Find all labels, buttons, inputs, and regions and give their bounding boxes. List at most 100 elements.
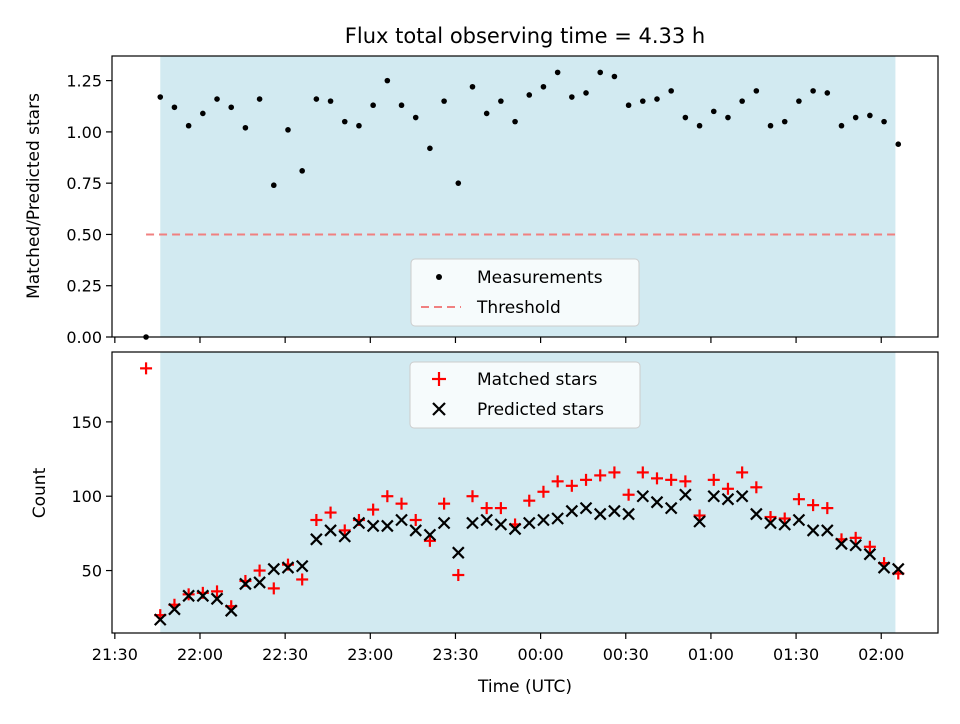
measurement-point [767, 122, 774, 129]
measurement-point [895, 141, 902, 147]
matched-star-point [580, 473, 593, 486]
bottom-y-tick-label: 100 [71, 487, 102, 506]
predicted-star-point [508, 522, 522, 536]
measurement-point [469, 83, 476, 90]
predicted-star-point [466, 516, 479, 530]
legend-matched-label: Matched stars [477, 370, 597, 390]
predicted-star-stroke [295, 559, 309, 573]
predicted-star-point [310, 533, 323, 546]
predicted-star-point [891, 562, 905, 576]
matched-star-point [310, 514, 323, 527]
predicted-star-stroke [792, 513, 806, 527]
predicted-star-stroke [579, 501, 593, 515]
bottom-y-axis-ticks: 50 100 150 [71, 413, 112, 581]
predicted-star-stroke [679, 488, 692, 502]
predicted-star-stroke [764, 516, 777, 530]
measurement-point [214, 96, 220, 102]
bottom-y-axis-label: Count [30, 467, 50, 518]
measurement-point [341, 118, 348, 125]
matched-star-point [849, 531, 862, 544]
measurement-point [710, 108, 717, 115]
predicted-star-point [835, 537, 848, 551]
predicted-star-point [182, 589, 195, 603]
matched-star-point [211, 585, 224, 598]
predicted-star-stroke [891, 562, 905, 576]
predicted-star-point [792, 513, 806, 527]
predicted-star-stroke [239, 577, 252, 591]
predicted-star-stroke [849, 539, 862, 552]
bottom-y-tick-label: 50 [82, 562, 102, 581]
predicted-star-point [295, 559, 309, 573]
matched-star-point [395, 497, 408, 510]
predicted-star-point [608, 504, 621, 518]
matched-star-point [665, 473, 678, 486]
measurement-point [270, 182, 277, 189]
measurement-point [427, 145, 433, 152]
matched-star-point [480, 502, 493, 515]
top-y-tick-label: 0.50 [66, 225, 102, 244]
bottom-x-tick-label: 00:00 [518, 645, 564, 664]
top-y-axis-label: Matched/Predicted stars [24, 93, 44, 299]
predicted-star-point [593, 507, 607, 521]
measurement-point [299, 168, 305, 174]
measurement-point [327, 98, 334, 104]
predicted-star-point [849, 539, 862, 552]
predicted-star-stroke [480, 513, 493, 527]
predicted-star-point [622, 507, 635, 521]
predicted-star-point [821, 524, 834, 537]
chart-title: Flux total observing time = 4.33 h [345, 24, 705, 48]
measurement-point [796, 98, 802, 104]
predicted-star-point [224, 604, 238, 617]
matched-star-point [267, 582, 280, 595]
predicted-star-stroke [650, 495, 664, 509]
predicted-star-stroke [508, 522, 522, 536]
predicted-star-stroke [366, 519, 380, 533]
matched-star-point [438, 497, 451, 510]
predicted-star-point [806, 524, 820, 537]
measurement-point [781, 118, 788, 125]
matched-star-point [338, 524, 351, 537]
top-y-tick-label: 0.00 [66, 328, 102, 347]
measurement-point [498, 98, 504, 104]
matched-star-point [594, 469, 607, 482]
matched-star-point [565, 479, 578, 492]
predicted-star-stroke [224, 604, 238, 617]
predicted-star-point [324, 524, 337, 537]
predicted-star-point [664, 501, 678, 515]
top-y-axis-ticks: 0.00 0.25 0.50 0.75 1.00 1.25 [66, 72, 112, 347]
predicted-star-point [409, 524, 422, 537]
measurement-point [370, 102, 376, 109]
bottom-x-axis-ticks: 21:30 22:00 22:30 23:00 23:30 00:00 00:30 01:00… [92, 633, 904, 664]
bottom-x-tick-label: 23:30 [432, 645, 478, 664]
predicted-star-point [877, 561, 891, 574]
matched-star-point [736, 466, 749, 479]
measurement-point [597, 69, 604, 76]
predicted-star-point [423, 528, 437, 542]
predicted-star-point [168, 602, 181, 616]
matched-star-point [764, 511, 777, 524]
predicted-star-stroke [381, 519, 394, 533]
matched-star-point [863, 540, 876, 553]
measurement-point [171, 104, 178, 111]
measurement-point [625, 102, 632, 109]
predicted-star-stroke [593, 507, 607, 521]
predicted-star-point [579, 501, 593, 515]
predicted-star-stroke [565, 504, 579, 518]
predicted-star-stroke [395, 513, 408, 527]
measurement-point [682, 114, 689, 121]
predicted-star-point [352, 516, 366, 530]
predicted-star-point [381, 519, 394, 533]
measurement-point [611, 73, 618, 80]
measurement-point [852, 114, 859, 121]
top-y-tick-label: 1.00 [66, 123, 102, 142]
predicted-star-point [338, 530, 352, 543]
predicted-star-point [750, 507, 763, 521]
predicted-stars-series [153, 488, 905, 626]
matched-star-point [381, 490, 394, 503]
predicted-star-stroke [253, 576, 266, 589]
predicted-star-stroke [608, 504, 621, 518]
predicted-star-point [267, 562, 281, 576]
legend-predicted-marker [432, 402, 446, 416]
predicted-star-stroke [551, 512, 564, 525]
